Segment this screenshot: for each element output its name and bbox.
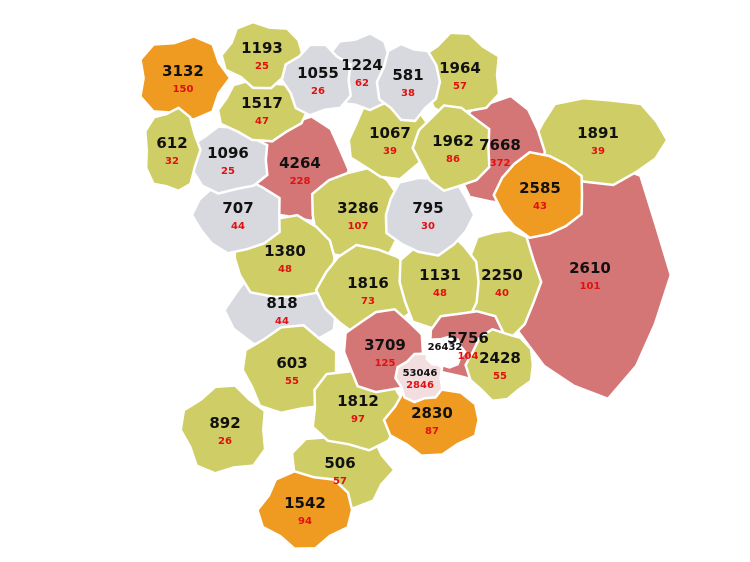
region-sub-value: 125 (375, 358, 396, 369)
region-sub-value: 38 (401, 88, 415, 99)
regions (139, 20, 673, 550)
region-sub-value: 26 (218, 436, 232, 447)
region-value: 1193 (241, 39, 283, 57)
region-sub-value: 57 (333, 476, 347, 487)
region-sub-value: 47 (255, 116, 269, 127)
labels: 3132 150 1193 25 1055 26 1224 62 581 38 1964 57 612 3… (156, 39, 619, 527)
region (411, 104, 491, 193)
region-value: 1964 (439, 59, 481, 77)
region (425, 335, 467, 369)
region-sub-value: 44 (275, 316, 289, 327)
region-value: 1812 (337, 392, 379, 410)
region-sub-value: 25 (221, 166, 235, 177)
region (375, 42, 442, 123)
region-value: 1055 (297, 64, 339, 82)
region-value: 1067 (369, 124, 411, 142)
region-value: 7668 (479, 136, 521, 154)
region-sub-value: 48 (278, 264, 292, 275)
region (280, 43, 353, 117)
region-sub-value: 43 (533, 201, 547, 212)
region-value: 612 (156, 134, 187, 152)
region-sub-value: 228 (290, 176, 311, 187)
region-value: 53046 (403, 368, 438, 379)
region-value: 892 (209, 414, 240, 432)
region-value: 3132 (162, 62, 204, 80)
region-value: 26432 (428, 342, 463, 353)
region-sub-value: 101 (580, 281, 601, 292)
region-value: 2250 (481, 266, 523, 284)
region-value: 4264 (279, 154, 321, 172)
region-sub-value: 2846 (406, 380, 434, 391)
region-value: 3709 (364, 336, 406, 354)
region-value: 1891 (577, 124, 619, 142)
region (139, 35, 232, 121)
region (220, 20, 305, 90)
region-sub-value: 73 (361, 296, 375, 307)
region-sub-value: 26 (311, 86, 325, 97)
region-value: 1096 (207, 144, 249, 162)
region-sub-value: 372 (490, 158, 511, 169)
region-value: 581 (392, 66, 423, 84)
region-sub-value: 104 (458, 351, 479, 362)
region (464, 327, 535, 403)
region-sub-value: 25 (255, 61, 269, 72)
region-value: 1816 (347, 274, 389, 292)
region-sub-value: 57 (453, 81, 467, 92)
region-value: 1380 (264, 242, 306, 260)
region-sub-value: 62 (355, 78, 369, 89)
region-value: 795 (412, 199, 443, 217)
region-value: 2585 (519, 179, 561, 197)
region-value: 1517 (241, 94, 283, 112)
region-value: 5756 (447, 329, 489, 347)
region-sub-value: 55 (493, 371, 507, 382)
region-sub-value: 40 (495, 288, 509, 299)
region-value: 1131 (419, 266, 461, 284)
region-value: 1542 (284, 494, 326, 512)
region (144, 106, 202, 193)
region-value: 1224 (341, 56, 383, 74)
region-sub-value: 32 (165, 156, 179, 167)
region-value: 1962 (432, 132, 474, 150)
region-sub-value: 44 (231, 221, 245, 232)
region-value: 2428 (479, 349, 521, 367)
region-value: 2610 (569, 259, 611, 277)
region-sub-value: 55 (285, 376, 299, 387)
region-sub-value: 39 (591, 146, 605, 157)
region-sub-value: 87 (425, 426, 439, 437)
region (492, 150, 584, 240)
region-value: 2830 (411, 404, 453, 422)
region-value: 603 (276, 354, 307, 372)
region-sub-value: 94 (298, 516, 312, 527)
region (382, 382, 480, 457)
region (256, 469, 354, 550)
region-sub-value: 39 (383, 146, 397, 157)
region-sub-value: 150 (173, 84, 194, 95)
region-sub-value: 30 (421, 221, 435, 232)
region-value: 3286 (337, 199, 379, 217)
region-value: 818 (266, 294, 297, 312)
region-sub-value: 97 (351, 414, 365, 425)
region-sub-value: 86 (446, 154, 460, 165)
region (179, 384, 267, 475)
region-sub-value: 107 (348, 221, 369, 232)
region-value: 707 (222, 199, 253, 217)
region (190, 175, 281, 255)
region-value: 506 (324, 454, 355, 472)
region-sub-value: 48 (433, 288, 447, 299)
